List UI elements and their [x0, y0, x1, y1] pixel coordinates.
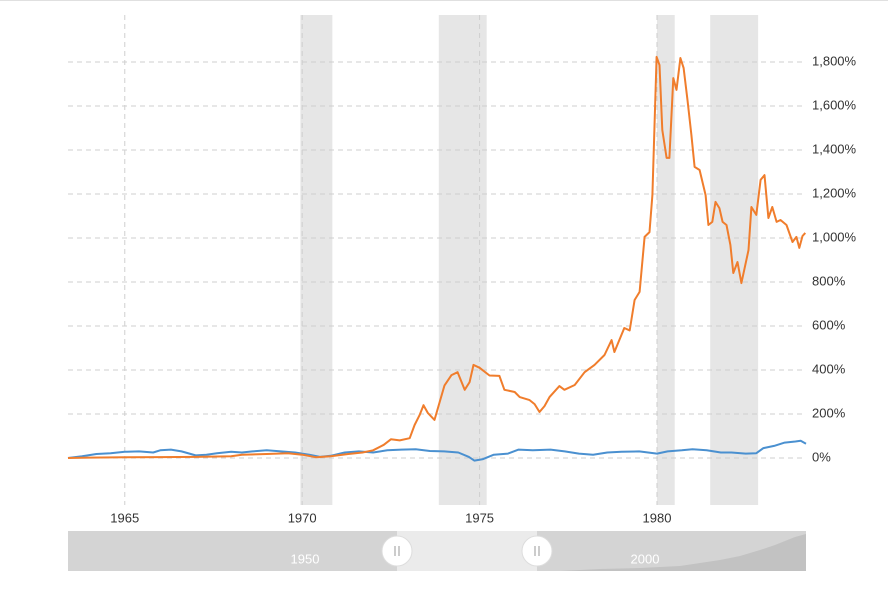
- navigator-label: 1950: [291, 551, 320, 566]
- navigator-area: [560, 534, 806, 571]
- navigator-selection[interactable]: [397, 531, 537, 571]
- series-line: [67, 55, 807, 459]
- y-tick-label: 800%: [812, 273, 846, 288]
- x-tick-label: 1975: [465, 510, 494, 525]
- x-tick-label: 1965: [110, 510, 139, 525]
- x-tick-label: 1970: [288, 510, 317, 525]
- y-tick-label: 1,000%: [812, 229, 857, 244]
- y-tick-label: 600%: [812, 317, 846, 332]
- navigator[interactable]: 1950 2000: [68, 531, 806, 571]
- y-tick-label: 400%: [812, 361, 846, 376]
- recession-band: [438, 15, 487, 505]
- navigator-label: 2000: [631, 551, 660, 566]
- y-tick-label: 0%: [812, 449, 831, 464]
- recession-band: [710, 15, 759, 505]
- navigator-handle[interactable]: [521, 535, 553, 567]
- y-tick-label: 1,800%: [812, 53, 857, 68]
- series-line: [67, 439, 807, 462]
- y-tick-label: 200%: [812, 405, 846, 420]
- recession-band: [300, 15, 333, 505]
- navigator-handle[interactable]: [381, 535, 413, 567]
- y-tick-label: 1,400%: [812, 141, 857, 156]
- y-tick-label: 1,600%: [812, 97, 857, 112]
- x-tick-label: 1980: [643, 510, 672, 525]
- y-tick-label: 1,200%: [812, 185, 857, 200]
